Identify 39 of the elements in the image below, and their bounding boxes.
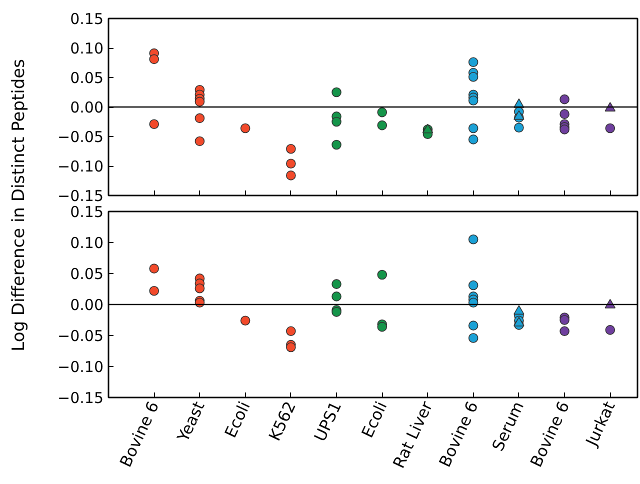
y-tick-label: 0.10 [70, 234, 104, 252]
point [149, 119, 160, 129]
y-tick-label: 0.00 [70, 296, 104, 314]
y-tick-label: −0.05 [58, 128, 104, 146]
point [468, 123, 478, 134]
y-tick-label: −0.15 [58, 187, 104, 205]
point [286, 158, 296, 169]
y-axis-title: Log Difference in Distinct Peptides [8, 58, 30, 352]
point [149, 264, 160, 274]
point [560, 315, 570, 325]
y-tick-label: 0.05 [70, 265, 104, 283]
point [468, 320, 478, 330]
y-tick-label: −0.05 [58, 327, 104, 345]
y-tick-label: 0.15 [70, 203, 104, 221]
point [560, 326, 570, 336]
y-tick-label: 0.10 [70, 40, 104, 58]
point [240, 316, 250, 326]
point [514, 110, 524, 120]
x-tick-label: Rat Liver [389, 398, 437, 472]
point [149, 54, 160, 64]
point [514, 305, 524, 315]
y-tick-label: 0.05 [70, 69, 104, 87]
point [605, 325, 616, 335]
x-tick-label: K562 [264, 398, 300, 444]
y-tick-label: −0.15 [58, 389, 104, 407]
y-tick-label: −0.10 [58, 158, 104, 176]
y-tick-label: 0.15 [70, 10, 104, 28]
point [286, 170, 296, 180]
point [240, 123, 250, 134]
x-tick-label: UPS1 [310, 398, 346, 444]
point [286, 326, 296, 336]
y-tick-label: −0.10 [58, 358, 104, 376]
x-tick-label: Ecoli [358, 398, 391, 441]
point [468, 333, 478, 343]
x-tick-label: Ecoli [220, 398, 254, 441]
point [468, 134, 478, 144]
point [286, 144, 296, 154]
point [149, 286, 160, 296]
y-tick-label: 0.00 [70, 98, 104, 116]
